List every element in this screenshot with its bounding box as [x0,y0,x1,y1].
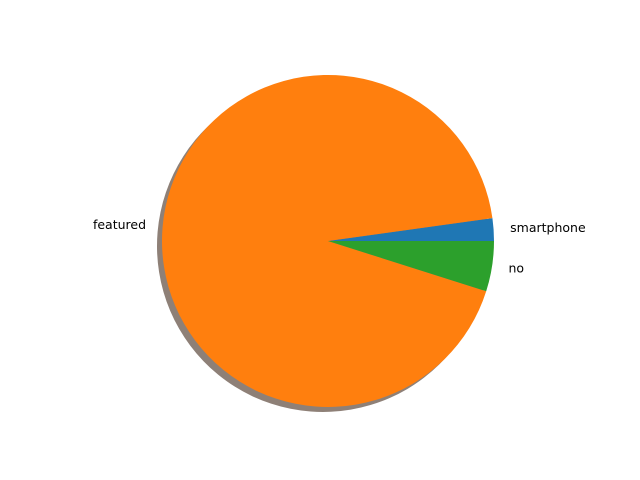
pie-slice-featured [162,74,493,407]
pie-slice-layer [162,74,494,407]
pie-label-layer: smartphone featured no [93,217,586,275]
pie-slice-no [328,241,494,292]
pie-label-smartphone: smartphone [510,220,586,235]
pie-label-no: no [508,261,524,276]
pie-label-featured: featured [93,217,146,232]
pie-slice-smartphone [328,218,494,241]
